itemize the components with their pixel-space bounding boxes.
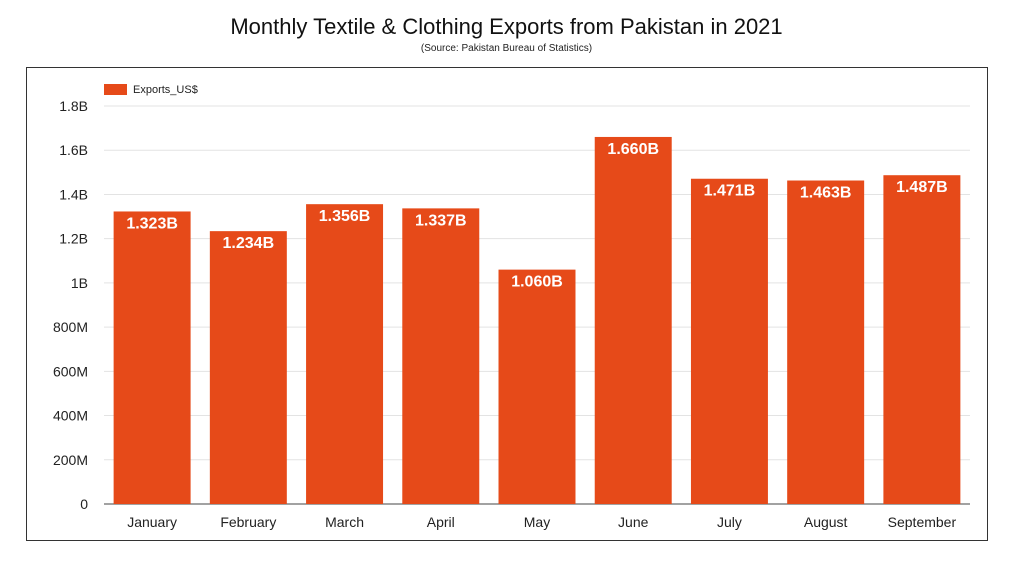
data-label: 1.463B [800,185,852,202]
x-tick-label: June [618,514,649,530]
y-tick-label: 600M [53,363,88,379]
data-label: 1.337B [415,212,467,229]
x-tick-label: March [325,514,364,530]
bar-layer [113,136,961,505]
bar [113,211,191,504]
y-tick-label: 400M [53,408,88,424]
bar [883,175,961,505]
label-layer: 0 200M 400M 600M 800M 1B 1.2B 1.4B 1.6B 1.8B 1.323… [53,98,956,530]
legend-label: Exports_US$ [133,84,198,96]
bar [209,231,287,504]
data-label: 1.356B [319,208,371,225]
x-tick-label: January [127,514,177,530]
y-tick-label: 1.2B [59,231,88,247]
data-label: 1.323B [126,215,178,232]
data-label: 1.234B [223,235,275,252]
bar [690,178,768,505]
x-tick-label: May [524,514,550,530]
bar [402,208,480,504]
data-label: 1.660B [607,141,659,158]
bar [787,180,865,504]
y-tick-label: 200M [53,452,88,468]
x-tick-label: August [804,514,848,530]
y-tick-label: 1.8B [59,98,88,114]
data-label: 1.060B [511,274,563,291]
data-label: 1.471B [704,183,756,200]
x-tick-label: February [220,514,276,530]
data-label: 1.487B [896,179,948,196]
x-tick-label: April [427,514,455,530]
x-tick-label: July [717,514,742,530]
bar [498,269,576,504]
x-tick-label: September [888,514,957,530]
chart-frame [26,67,988,541]
bar [594,136,672,504]
chart-subtitle: (Source: Pakistan Bureau of Statistics) [420,43,593,54]
y-tick-label: 1B [71,275,88,291]
y-tick-label: 0 [80,496,88,512]
y-tick-label: 800M [53,319,88,335]
bar [306,204,384,504]
y-tick-label: 1.4B [59,186,88,202]
legend: Exports_US$ [104,84,198,96]
y-tick-label: 1.6B [59,142,88,158]
legend-swatch [104,84,127,95]
chart-title: Monthly Textile & Clothing Exports from … [230,14,783,39]
